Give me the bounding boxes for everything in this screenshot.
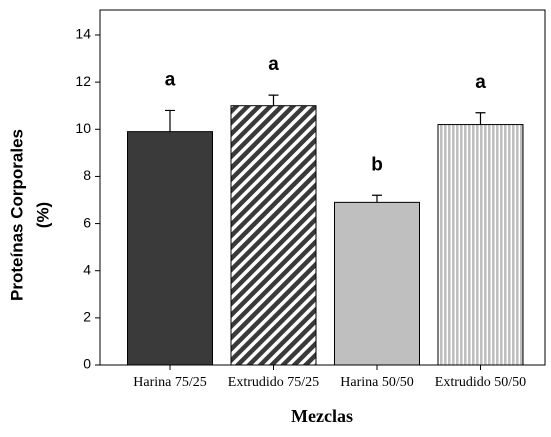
y-tick-label: 4: [83, 261, 91, 277]
x-tick-label: Harina 50/50: [340, 375, 413, 390]
y-label-line: Proteínas Corporales: [7, 129, 26, 301]
y-axis-title: Proteínas Corporales (%): [7, 129, 52, 301]
bar: [334, 201, 420, 366]
bar: [230, 105, 317, 366]
significance-label: a: [268, 54, 279, 75]
x-tick-label: Harina 75/25: [133, 375, 206, 390]
x-tick-label: Extrudido 50/50: [435, 375, 526, 390]
x-axis-title: Mezclas: [291, 406, 353, 426]
y-tick-label: 14: [75, 26, 91, 42]
bar: [437, 124, 524, 366]
bar: [127, 131, 213, 366]
y-tick-label: 10: [75, 120, 91, 136]
plot-frame: [99, 9, 546, 366]
y-tick-label: 2: [83, 309, 91, 325]
error-bar: [165, 109, 175, 132]
y-tick-label: 8: [83, 167, 91, 183]
y-label-line: (%): [33, 202, 52, 228]
error-bar: [475, 112, 486, 125]
y-tick-label: 12: [75, 73, 91, 89]
y-tick-label: 6: [83, 214, 91, 230]
y-tick-label: 0: [83, 356, 91, 372]
significance-label: a: [165, 69, 176, 90]
significance-label: b: [371, 154, 383, 175]
error-bar: [372, 194, 382, 203]
error-bar: [268, 94, 279, 106]
significance-label: a: [475, 72, 486, 93]
x-tick-label: Extrudido 75/25: [228, 375, 319, 390]
